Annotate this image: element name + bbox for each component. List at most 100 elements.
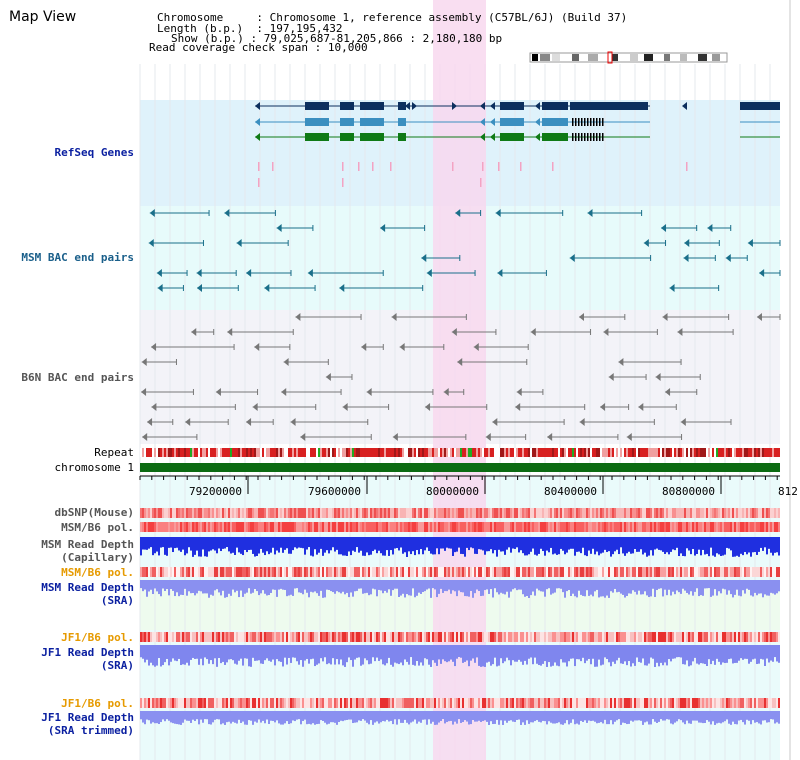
track-label-b6n-bac[interactable]: B6N BAC end pairs	[21, 371, 134, 384]
read-depth-bar	[378, 711, 380, 724]
heat-strip-cell	[198, 522, 200, 532]
read-depth-bar	[776, 580, 778, 594]
read-depth-bar	[350, 711, 352, 720]
repeat-segment	[624, 448, 626, 457]
heat-strip-cell	[228, 522, 230, 532]
heat-strip-cell	[772, 698, 774, 708]
heat-strip-cell	[534, 632, 536, 642]
heat-strip-cell	[436, 508, 438, 518]
heat-strip-cell	[196, 698, 198, 708]
read-depth-bar	[460, 711, 462, 723]
read-depth-bar	[144, 645, 146, 663]
read-depth-bar	[322, 580, 324, 598]
read-depth-bar	[452, 645, 454, 662]
repeat-segment	[580, 448, 582, 457]
read-depth-bar	[666, 645, 668, 666]
heat-strip-cell	[638, 698, 640, 708]
heat-strip-cell	[246, 698, 248, 708]
read-depth-bar	[532, 537, 534, 549]
read-depth-bar	[204, 537, 206, 557]
heat-strip-cell	[450, 508, 452, 518]
heat-strip-cell	[770, 508, 772, 518]
read-depth-bar	[360, 711, 362, 721]
read-depth-bar	[202, 580, 204, 594]
heat-strip-cell	[736, 508, 738, 518]
read-depth-bar	[448, 537, 450, 549]
heat-strip-cell	[600, 567, 602, 577]
heat-strip-cell	[498, 508, 500, 518]
heat-strip-cell	[198, 632, 200, 642]
read-depth-bar	[704, 580, 706, 589]
read-depth-bar	[628, 580, 630, 594]
heat-strip-cell	[382, 567, 384, 577]
track-label-refseq[interactable]: RefSeq Genes	[54, 146, 134, 159]
read-depth-bar	[734, 645, 736, 663]
heat-strip-cell	[176, 567, 178, 577]
heat-strip-cell	[334, 698, 336, 708]
heat-strip-cell	[154, 698, 156, 708]
read-depth-bar	[222, 537, 224, 549]
heat-strip-cell	[536, 522, 538, 532]
heat-strip-cell	[496, 567, 498, 577]
read-depth-bar	[740, 645, 742, 659]
repeat-segment	[306, 448, 308, 457]
read-depth-bar	[546, 537, 548, 551]
heat-strip-cell	[566, 698, 568, 708]
heat-strip-cell	[612, 698, 614, 708]
read-depth-bar	[236, 645, 238, 665]
repeat-segment	[292, 448, 294, 457]
read-depth-bar	[720, 580, 722, 594]
gene-strand-arrow	[490, 118, 495, 126]
read-depth-bar	[724, 580, 726, 590]
bac-end-arrow	[618, 358, 624, 366]
read-depth-bar	[296, 580, 298, 589]
heat-strip-cell	[518, 567, 520, 577]
read-depth-bar	[374, 580, 376, 590]
repeat-segment	[670, 448, 672, 457]
heat-strip-cell	[614, 508, 616, 518]
read-depth-bar	[600, 580, 602, 597]
read-depth-bar	[160, 537, 162, 548]
read-depth-bar	[282, 580, 284, 590]
read-depth-bar	[730, 537, 732, 551]
heat-strip-cell	[312, 508, 314, 518]
read-depth-bar	[528, 645, 530, 659]
heat-strip-cell	[328, 698, 330, 708]
heat-strip-cell	[446, 698, 448, 708]
heat-strip-cell	[712, 567, 714, 577]
read-depth-bar	[716, 580, 718, 596]
heat-strip-cell	[174, 567, 176, 577]
heat-strip-cell	[442, 698, 444, 708]
heat-strip-cell	[540, 522, 542, 532]
read-depth-bar	[424, 645, 426, 659]
heat-strip-cell	[350, 567, 352, 577]
read-depth-bar	[712, 580, 714, 596]
track-label-msm-bac[interactable]: MSM BAC end pairs	[21, 251, 134, 264]
heat-strip-cell	[458, 508, 460, 518]
heat-strip-cell	[456, 632, 458, 642]
read-depth-bar	[450, 711, 452, 721]
read-depth-bar	[176, 537, 178, 548]
heat-strip-cell	[718, 508, 720, 518]
bac-end-arrow	[281, 388, 287, 396]
heat-strip-cell	[450, 567, 452, 577]
heat-strip-cell	[730, 522, 732, 532]
heat-strip-cell	[586, 508, 588, 518]
read-depth-bar	[508, 645, 510, 661]
heat-strip-cell	[152, 698, 154, 708]
heat-strip-cell	[392, 632, 394, 642]
repeat-segment	[566, 448, 568, 457]
heat-strip-cell	[364, 508, 366, 518]
heat-strip-cell	[246, 632, 248, 642]
repeat-segment	[490, 448, 492, 457]
heat-strip-cell	[756, 567, 758, 577]
heat-strip-cell	[476, 508, 478, 518]
heat-strip-cell	[540, 508, 542, 518]
repeat-segment	[278, 448, 280, 457]
read-depth-bar	[148, 537, 150, 549]
repeat-segment	[646, 448, 648, 457]
read-depth-bar	[646, 645, 648, 666]
read-depth-bar	[706, 645, 708, 667]
bac-end-arrow	[759, 269, 765, 277]
